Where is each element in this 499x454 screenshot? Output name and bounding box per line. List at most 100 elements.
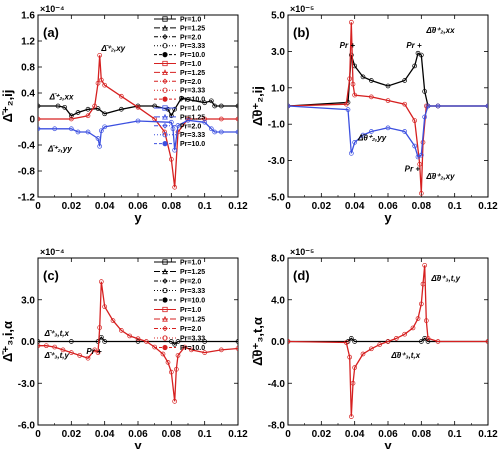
data-point [377, 342, 383, 347]
data-point [235, 103, 238, 109]
legend-entry: Pr=3.33 [154, 287, 205, 295]
data-point [393, 336, 399, 341]
y-tick-label: 1.2 [21, 37, 35, 48]
data-point [168, 339, 174, 344]
data-point [343, 101, 349, 107]
x-tick-label: 0.06 [128, 429, 148, 440]
y-tick-label: 0.8 [21, 63, 35, 74]
data-point [172, 147, 178, 153]
legend-entry: Pr=2.0 [154, 325, 201, 333]
data-point [95, 350, 101, 355]
data-point [97, 143, 103, 149]
data-point [418, 152, 424, 158]
data-point [412, 143, 418, 149]
data-point [218, 129, 224, 135]
panel-label: (b) [293, 25, 310, 40]
legend-marker [162, 78, 168, 85]
y-axis-label: Δ̄θ⁺₂,ij [250, 86, 265, 126]
y-tick-label: -1.2 [18, 193, 36, 204]
legend-entry: Pr=1.25 [154, 24, 205, 32]
annotation-label: Pr + [340, 41, 356, 50]
data-point [38, 339, 41, 344]
x-tick-label: 0.1 [198, 201, 212, 212]
legend-label: Pr=1.25 [180, 317, 205, 324]
data-point [38, 343, 41, 349]
x-tick-label: 0.06 [378, 201, 398, 212]
data-point [85, 355, 91, 361]
y-tick-label: 5.0 [271, 11, 285, 22]
legend: Pr=1.0 Pr=1.25 Pr=2.0 Pr=3.33 Pr=10.0 Pr=1.0 P… [154, 259, 205, 352]
data-point [102, 82, 108, 88]
data-point [38, 126, 41, 132]
legend-entry: Pr=1.0 [154, 105, 201, 113]
data-point [385, 339, 391, 344]
data-point [352, 140, 358, 145]
data-point [175, 353, 181, 358]
legend-entry: Pr=1.0 [154, 306, 201, 314]
data-point [202, 119, 208, 125]
legend-entry: Pr=10.0 [154, 51, 205, 59]
panel-label: (d) [293, 268, 310, 283]
data-point [118, 93, 124, 99]
data-point [348, 336, 354, 341]
data-point [92, 103, 98, 109]
exponent-label: ×10⁻⁵ [290, 247, 314, 257]
annotation-label: Pr + [406, 41, 422, 50]
y-axis-label: Δ̄⁺₃,i,α [0, 321, 15, 362]
y-tick-label: 1.0 [271, 83, 285, 94]
data-point [425, 336, 431, 341]
x-tick-label: 0.08 [162, 201, 182, 212]
legend-marker [162, 16, 168, 22]
data-point [135, 339, 141, 344]
legend-entry: Pr=1.0 [154, 60, 201, 68]
annotation-label: Δ̄θ⁺₃,t,x [390, 351, 420, 360]
y-tick-label: -4.0 [268, 379, 286, 390]
data-point [485, 339, 488, 344]
data-point [422, 114, 428, 120]
legend-entry: Pr=1.25 [154, 69, 205, 77]
legend-label: Pr=3.33 [180, 336, 205, 343]
y-tick-label: -3.0 [268, 156, 286, 167]
data-point [170, 126, 176, 132]
legend-marker [162, 87, 168, 93]
x-tick-label: 0.1 [448, 201, 462, 212]
data-point [172, 184, 178, 190]
data-point [165, 106, 171, 112]
data-point [38, 116, 41, 122]
legend-entry: Pr=1.0 [154, 259, 201, 267]
data-point [368, 129, 374, 134]
legend-label: Pr=1.25 [180, 114, 205, 121]
data-series [288, 19, 488, 196]
data-point [98, 77, 104, 83]
x-axis-label: y [134, 210, 142, 225]
data-point [165, 360, 171, 365]
panel-label: (a) [43, 25, 59, 40]
data-point [98, 279, 104, 285]
data-point [418, 52, 424, 58]
data-point [160, 351, 166, 357]
data-point [68, 350, 74, 355]
data-point [202, 116, 208, 122]
data-point [95, 106, 101, 111]
data-point [60, 347, 66, 353]
data-point [102, 339, 108, 344]
data-point [188, 347, 194, 353]
legend-entry: Pr=10.0 [154, 141, 205, 148]
data-point [422, 336, 428, 341]
legend-label: Pr=10.0 [180, 298, 205, 305]
legend-entry: Pr=10.0 [154, 96, 205, 104]
legend-label: Pr=1.25 [180, 269, 205, 276]
data-point [85, 113, 91, 119]
data-point [235, 346, 238, 351]
legend-entry: Pr=2.0 [154, 34, 201, 41]
data-point [422, 89, 428, 94]
legend-label: Pr=10.0 [180, 52, 205, 59]
x-axis-label: y [134, 438, 142, 449]
data-point [212, 129, 218, 135]
x-tick-label: 0.08 [412, 429, 432, 440]
x-tick-label: 0.06 [128, 201, 148, 212]
legend-label: Pr=3.33 [180, 132, 205, 139]
legend-label: Pr=2.0 [180, 34, 201, 41]
annotation-label: Δ̄⁺₂,xy [100, 44, 125, 53]
data-point [410, 325, 416, 331]
